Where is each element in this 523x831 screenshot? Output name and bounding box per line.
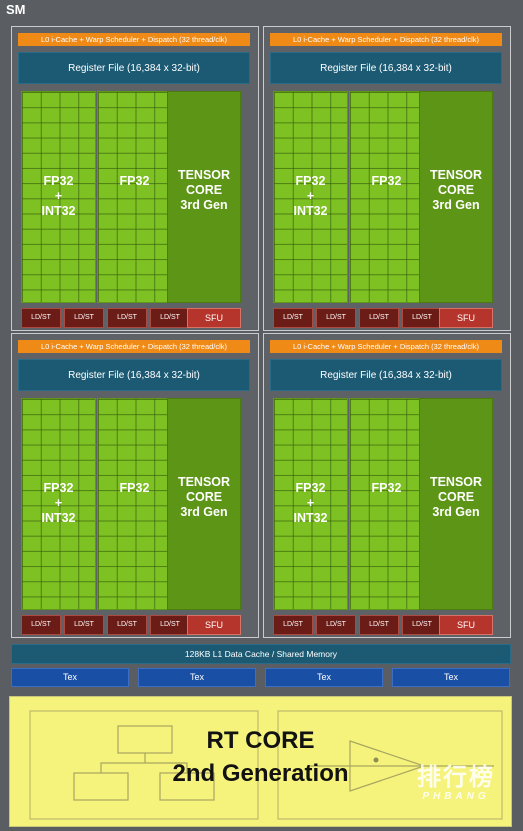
rt-core-generation: 2nd Generation xyxy=(172,760,349,787)
fp32-int32-label: INT32 xyxy=(41,204,76,218)
ld-st-unit: LD/ST xyxy=(273,308,313,328)
fp32-label: FP32 xyxy=(119,174,150,188)
tensor-core: TENSOR CORE 3rd Gen xyxy=(167,91,241,303)
tensor-core-label: CORE xyxy=(185,490,223,504)
ld-st-unit: LD/ST xyxy=(359,615,399,635)
fp32-cores: FP32 xyxy=(349,398,424,610)
ld-st-unit: LD/ST xyxy=(107,308,147,328)
ld-st-unit: LD/ST xyxy=(316,308,356,328)
register-file: Register File (16,384 x 32-bit) xyxy=(270,52,502,84)
fp32-int32-label: + xyxy=(54,496,63,510)
fp32-label: FP32 xyxy=(371,481,402,495)
fp32-label: FP32 xyxy=(119,481,150,495)
tensor-core-label: CORE xyxy=(437,183,475,197)
rt-core-schematic xyxy=(29,710,503,820)
sfu-unit: SFU xyxy=(187,615,241,635)
register-file: Register File (16,384 x 32-bit) xyxy=(18,359,250,391)
warp-scheduler-bar: L0 i-Cache + Warp Scheduler + Dispatch (… xyxy=(270,340,502,353)
tensor-core-label: 3rd Gen xyxy=(432,505,480,519)
warp-scheduler-bar: L0 i-Cache + Warp Scheduler + Dispatch (… xyxy=(18,33,250,46)
fp32-int32-label: FP32 xyxy=(43,174,74,188)
processing-partition: L0 i-Cache + Warp Scheduler + Dispatch (… xyxy=(11,26,259,331)
processing-partition: L0 i-Cache + Warp Scheduler + Dispatch (… xyxy=(11,333,259,638)
ld-st-unit: LD/ST xyxy=(64,308,104,328)
tensor-core: TENSOR CORE 3rd Gen xyxy=(419,91,493,303)
ld-st-unit: LD/ST xyxy=(150,615,190,635)
tensor-core-label: TENSOR xyxy=(177,168,231,182)
fp32-int32-cores: FP32 + INT32 xyxy=(273,91,348,303)
fp32-int32-label: + xyxy=(306,189,315,203)
fp32-cores: FP32 xyxy=(349,91,424,303)
tensor-core-label: 3rd Gen xyxy=(180,505,228,519)
ld-st-unit: LD/ST xyxy=(402,308,442,328)
ld-st-unit: LD/ST xyxy=(316,615,356,635)
ld-st-unit: LD/ST xyxy=(21,615,61,635)
l1-data-cache: 128KB L1 Data Cache / Shared Memory xyxy=(11,644,511,664)
tensor-core-label: CORE xyxy=(437,490,475,504)
watermark: 排行榜 PHBANG xyxy=(404,764,508,803)
fp32-label: FP32 xyxy=(371,174,402,188)
tex-unit: Tex xyxy=(11,668,129,687)
rt-core-block: RT CORE 2nd Generation xyxy=(9,696,512,827)
ld-st-unit: LD/ST xyxy=(273,615,313,635)
tensor-core-label: TENSOR xyxy=(177,475,231,489)
fp32-int32-cores: FP32 + INT32 xyxy=(21,398,96,610)
warp-scheduler-bar: L0 i-Cache + Warp Scheduler + Dispatch (… xyxy=(270,33,502,46)
ld-st-unit: LD/ST xyxy=(64,615,104,635)
fp32-int32-label: + xyxy=(306,496,315,510)
ld-st-unit: LD/ST xyxy=(402,615,442,635)
fp32-cores: FP32 xyxy=(97,91,172,303)
tensor-core: TENSOR CORE 3rd Gen xyxy=(419,398,493,610)
tensor-core-label: CORE xyxy=(185,183,223,197)
tex-unit: Tex xyxy=(138,668,256,687)
ld-st-unit: LD/ST xyxy=(21,308,61,328)
fp32-int32-label: INT32 xyxy=(293,204,328,218)
register-file: Register File (16,384 x 32-bit) xyxy=(18,52,250,84)
fp32-int32-cores: FP32 + INT32 xyxy=(21,91,96,303)
fp32-cores: FP32 xyxy=(97,398,172,610)
fp32-int32-label: FP32 xyxy=(295,481,326,495)
ld-st-unit: LD/ST xyxy=(150,308,190,328)
watermark-subtext: PHBANG xyxy=(422,791,490,802)
tex-unit: Tex xyxy=(392,668,510,687)
watermark-text: 排行榜 xyxy=(417,764,495,791)
tensor-core-label: TENSOR xyxy=(429,475,483,489)
sm-title: SM xyxy=(6,2,26,17)
fp32-int32-label: INT32 xyxy=(293,511,328,525)
tensor-core-label: TENSOR xyxy=(429,168,483,182)
fp32-int32-label: INT32 xyxy=(41,511,76,525)
sfu-unit: SFU xyxy=(187,308,241,328)
processing-partition: L0 i-Cache + Warp Scheduler + Dispatch (… xyxy=(263,26,511,331)
tensor-core: TENSOR CORE 3rd Gen xyxy=(167,398,241,610)
sfu-unit: SFU xyxy=(439,308,493,328)
sfu-unit: SFU xyxy=(439,615,493,635)
fp32-int32-label: + xyxy=(54,189,63,203)
register-file: Register File (16,384 x 32-bit) xyxy=(270,359,502,391)
ld-st-unit: LD/ST xyxy=(359,308,399,328)
fp32-int32-label: FP32 xyxy=(295,174,326,188)
tensor-core-label: 3rd Gen xyxy=(432,198,480,212)
tex-unit: Tex xyxy=(265,668,383,687)
warp-scheduler-bar: L0 i-Cache + Warp Scheduler + Dispatch (… xyxy=(18,340,250,353)
rt-core-label: RT CORE xyxy=(206,727,315,754)
fp32-int32-cores: FP32 + INT32 xyxy=(273,398,348,610)
tensor-core-label: 3rd Gen xyxy=(180,198,228,212)
fp32-int32-label: FP32 xyxy=(43,481,74,495)
ld-st-unit: LD/ST xyxy=(107,615,147,635)
processing-partition: L0 i-Cache + Warp Scheduler + Dispatch (… xyxy=(263,333,511,638)
